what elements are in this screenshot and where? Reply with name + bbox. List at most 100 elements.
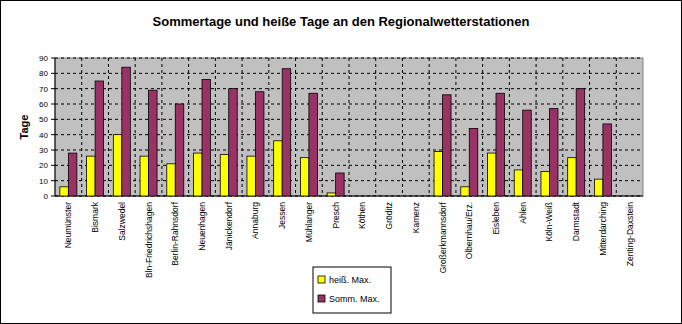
category-separator	[402, 58, 403, 196]
x-tick-label: Presch	[331, 202, 341, 229]
title: Sommertage und heiße Tage an den Regiona…	[153, 14, 530, 29]
legend-swatch	[318, 295, 325, 302]
chart: Sommertage und heiße Tage an den Regiona…	[0, 0, 682, 324]
chart-border	[1, 1, 682, 324]
legend-swatch	[318, 276, 325, 283]
y-tick-label: 20	[39, 161, 48, 170]
x-tick-label: Olbernhau/Erz.	[464, 202, 474, 259]
x-tick-label: Bismark	[90, 201, 100, 232]
x-tick-label: Köln-Weiß	[544, 202, 554, 242]
bar	[255, 92, 263, 196]
y-tick	[51, 165, 55, 166]
y-tick-label: 30	[39, 146, 48, 155]
y-tick	[51, 180, 55, 181]
bar	[247, 156, 256, 196]
x-tick-label: Berlin-Rahnsdorf	[170, 201, 180, 265]
category-separator	[322, 58, 323, 196]
y-tick-label: 10	[39, 177, 48, 186]
y-axis-label: Tage	[18, 115, 30, 140]
category-separator	[161, 58, 162, 196]
category-separator	[108, 58, 109, 196]
category-separator	[242, 58, 243, 196]
x-tick-label: Mitterdarching	[598, 202, 608, 256]
bar	[541, 171, 550, 196]
bar	[514, 170, 523, 196]
bar	[68, 153, 77, 196]
bar	[87, 156, 96, 196]
bar	[300, 158, 309, 196]
bar	[282, 69, 291, 196]
x-tick-label: Köthen	[357, 202, 367, 229]
bar	[122, 67, 130, 196]
bar	[568, 158, 577, 196]
bar	[113, 135, 122, 196]
bar	[496, 93, 505, 196]
bar	[274, 141, 283, 196]
x-tick-label: Annaburg	[250, 202, 260, 239]
bar	[469, 129, 478, 196]
x-tick-label: Gröditz	[384, 202, 394, 229]
bar	[229, 89, 238, 196]
bar	[549, 109, 558, 196]
bars	[60, 67, 612, 196]
bar	[167, 164, 176, 196]
category-separator	[429, 58, 430, 196]
x-tick-label: Kamenz	[411, 202, 421, 233]
x-tick-label: Eisleben	[491, 202, 501, 235]
bar	[603, 124, 612, 196]
category-separator	[135, 58, 136, 196]
x-tick-label: Neumünster	[63, 202, 73, 248]
legend	[313, 267, 391, 313]
y-tick	[51, 150, 55, 151]
x-tick-label: Neuenhagen	[197, 202, 207, 251]
bar	[140, 156, 149, 196]
x-tick-label: Zenting-Daxstein	[625, 202, 635, 267]
y-axis	[55, 58, 56, 196]
category-separator	[268, 58, 269, 196]
legend-label: heiß. Max.	[329, 275, 371, 285]
category-separator	[349, 58, 350, 196]
category-separator	[509, 58, 510, 196]
y-tick-label: 70	[39, 85, 48, 94]
category-separator	[562, 58, 563, 196]
category-separator	[482, 58, 483, 196]
y-tick-label: 50	[39, 115, 48, 124]
x-tick-label: Ahlen	[518, 202, 528, 224]
bar	[220, 155, 229, 196]
y-tick	[51, 58, 55, 59]
y-tick	[51, 119, 55, 120]
bar	[488, 153, 497, 196]
grid-line	[55, 104, 643, 105]
bar	[194, 153, 203, 196]
category-separator	[215, 58, 216, 196]
category-separator	[295, 58, 296, 196]
category-separator	[188, 58, 189, 196]
bar	[202, 79, 211, 196]
y-tick	[51, 73, 55, 74]
plot-area	[55, 58, 643, 196]
category-separator	[81, 58, 82, 196]
category-separator	[616, 58, 617, 196]
y-tick-label: 40	[39, 131, 48, 140]
bar	[594, 179, 603, 196]
bar	[95, 81, 104, 196]
x-tick-label: Großerkmannsdorf	[438, 201, 448, 273]
y-tick-label: 90	[39, 54, 48, 63]
x-tick-label: Darmstadt	[571, 201, 581, 241]
bar	[149, 90, 158, 196]
bar	[461, 187, 470, 196]
bar	[434, 152, 443, 196]
y-tick	[51, 196, 55, 197]
bar	[523, 110, 532, 196]
bar	[327, 193, 336, 196]
bar	[175, 104, 184, 196]
category-separator	[375, 58, 376, 196]
y-tick-label: 0	[44, 192, 49, 201]
bar	[443, 95, 452, 196]
bar	[309, 93, 318, 196]
y-tick	[51, 104, 55, 105]
category-separator	[455, 58, 456, 196]
y-tick-label: 80	[39, 69, 48, 78]
x-tick-label: Bln-Friedrichshagen	[144, 202, 154, 278]
bar	[576, 89, 585, 196]
